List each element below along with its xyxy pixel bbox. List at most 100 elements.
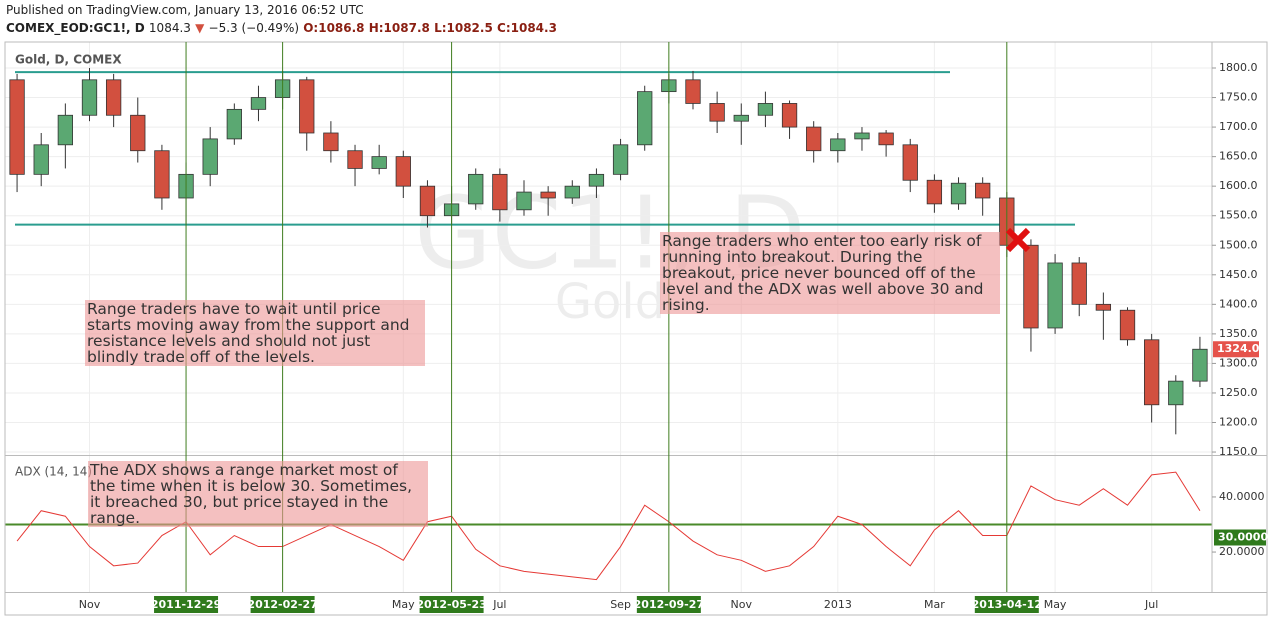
ohlc-low: L:1082.5 xyxy=(434,21,493,35)
candle-body xyxy=(468,173,484,205)
x-tick-label: Jul xyxy=(1144,598,1158,611)
y-tick-label: 1550.0 xyxy=(1219,209,1258,222)
symbol-line: COMEX_EOD:GC1!, D 1084.3 ▼ −5.3 (−0.49%)… xyxy=(6,21,557,35)
candle-body xyxy=(902,144,918,181)
ohlc-close: C:1084.3 xyxy=(497,21,557,35)
date-label-box xyxy=(974,596,1039,613)
y-tick-label: 1600.0 xyxy=(1219,179,1258,192)
candle-body xyxy=(564,185,580,199)
candle-body xyxy=(588,173,605,187)
date-label-box xyxy=(419,596,484,613)
change: −5.3 (−0.49%) xyxy=(208,21,300,35)
ohlc-high: H:1087.8 xyxy=(368,21,430,35)
y-tick-label: 1450.0 xyxy=(1219,268,1258,281)
candle-body xyxy=(1168,380,1184,406)
candle-body xyxy=(830,138,846,152)
candle-body xyxy=(154,150,170,199)
annotation: Range traders have to wait until price s… xyxy=(85,300,425,366)
candle-body xyxy=(1119,309,1136,341)
y-tick-label: 1800.0 xyxy=(1219,61,1258,74)
annotation: Range traders who enter too early risk o… xyxy=(660,232,1000,314)
candle-body xyxy=(57,114,73,146)
published: Published on TradingView.com, January 13… xyxy=(6,3,364,17)
y-tick-label: 20.0000 xyxy=(1219,545,1265,558)
candle-body xyxy=(9,79,25,175)
x-tick-label: 2012-02-27 xyxy=(247,598,317,611)
y-tick-label: 1350.0 xyxy=(1219,327,1258,340)
threshold-box xyxy=(1214,529,1266,546)
date-label-box xyxy=(154,596,219,613)
frame xyxy=(4,41,1268,616)
breakout-mark xyxy=(1005,227,1031,253)
candle-body xyxy=(371,156,387,169)
y-tick-label: 1300.0 xyxy=(1219,356,1258,369)
candle-body xyxy=(250,97,267,110)
last-price-box xyxy=(1213,341,1259,358)
candle-body xyxy=(1071,262,1087,305)
symbol: COMEX_EOD:GC1!, D xyxy=(6,21,145,35)
y-tick-label: 1700.0 xyxy=(1219,120,1258,133)
x-tick-label: 2011-12-29 xyxy=(151,598,221,611)
pane-title: ADX (14, 14) xyxy=(15,465,92,479)
plot xyxy=(5,67,1212,581)
candle-body xyxy=(878,132,894,146)
candle-body xyxy=(637,91,653,146)
date-label-box xyxy=(636,596,701,613)
candle-body xyxy=(1192,348,1208,382)
y-tick-label: 1150.0 xyxy=(1219,445,1258,458)
y-tick-label: 40.0000 xyxy=(1219,490,1265,503)
candle-body xyxy=(1047,262,1063,329)
candle-body xyxy=(733,114,749,122)
candle-body xyxy=(975,182,991,199)
x-tick-label: Nov xyxy=(731,598,753,611)
arrow: ▼ xyxy=(195,21,205,35)
candle-body xyxy=(1095,303,1112,311)
candle-body xyxy=(299,79,315,134)
overlay: 1150.0 1200.0 1250.0 1300.0 1350.0 1400.0 1450… xyxy=(79,42,1268,613)
x-tick-label: May xyxy=(1044,598,1067,611)
candle-body xyxy=(492,173,508,211)
y-tick-label: 1750.0 xyxy=(1219,91,1258,104)
x-tick-label: 2013 xyxy=(824,598,852,611)
candle-body xyxy=(323,132,339,152)
last-price-label: 1324.0 xyxy=(1217,342,1260,355)
watermark: Gold xyxy=(555,274,665,330)
x-tick-label: Nov xyxy=(79,598,101,611)
threshold-label: 30.0000 xyxy=(1218,531,1268,544)
candle-body xyxy=(950,182,967,205)
date-label-box xyxy=(250,596,315,613)
x-tick-label: 2012-09-27 xyxy=(634,598,704,611)
candle-body xyxy=(612,144,629,175)
candle-body xyxy=(685,79,701,104)
candle-body xyxy=(81,79,98,116)
candle-body xyxy=(105,79,122,116)
candle-body xyxy=(347,150,363,169)
candle-body xyxy=(854,132,870,140)
candle-body xyxy=(806,126,822,152)
candle-body xyxy=(709,103,725,122)
candle-body xyxy=(1023,244,1039,329)
x-tick-label: Sep xyxy=(610,598,631,611)
last: 1084.3 xyxy=(148,21,191,35)
candle-body xyxy=(516,191,532,211)
pane-title: Gold, D, COMEX xyxy=(15,53,122,67)
candle-body xyxy=(781,103,798,128)
candle-body xyxy=(33,144,49,175)
y-tick-label: 1200.0 xyxy=(1219,416,1258,429)
y-tick-label: 1400.0 xyxy=(1219,297,1258,310)
y-tick-label: 1650.0 xyxy=(1219,150,1258,163)
candle-body xyxy=(1144,339,1160,406)
candle-body xyxy=(926,179,943,205)
annotation: The ADX shows a range market most of the… xyxy=(88,461,428,527)
x-tick-label: 2012-05-23 xyxy=(416,598,486,611)
candle-body xyxy=(202,138,218,175)
x-tick-label: Mar xyxy=(924,598,945,611)
x-tick-label: Jul xyxy=(492,598,506,611)
candle-body xyxy=(395,156,411,187)
candle-body xyxy=(757,103,774,116)
candle-body xyxy=(419,185,436,217)
y-tick-label: 1250.0 xyxy=(1219,386,1258,399)
ohlc-open: O:1086.8 xyxy=(303,21,365,35)
y-tick-label: 1500.0 xyxy=(1219,238,1258,251)
